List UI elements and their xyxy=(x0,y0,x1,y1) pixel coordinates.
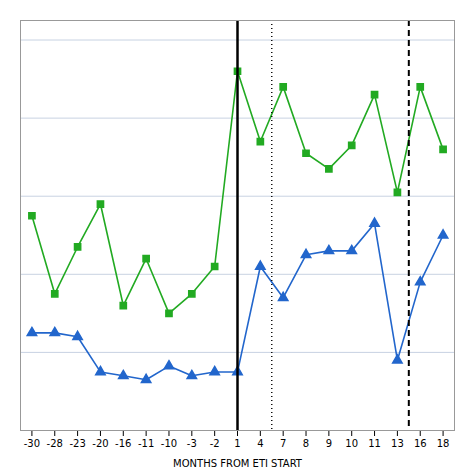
svg-text:18: 18 xyxy=(437,438,450,449)
svg-text:MONTHS FROM ETI START: MONTHS FROM ETI START xyxy=(173,458,303,469)
svg-text:11: 11 xyxy=(368,438,381,449)
svg-text:-16: -16 xyxy=(115,438,131,449)
svg-text:13: 13 xyxy=(391,438,404,449)
svg-text:-30: -30 xyxy=(24,438,40,449)
svg-text:8: 8 xyxy=(303,438,309,449)
svg-text:9: 9 xyxy=(326,438,332,449)
svg-text:16: 16 xyxy=(414,438,427,449)
svg-text:7: 7 xyxy=(280,438,286,449)
svg-text:4: 4 xyxy=(257,438,263,449)
svg-text:-28: -28 xyxy=(47,438,63,449)
svg-text:-11: -11 xyxy=(138,438,154,449)
svg-text:10: 10 xyxy=(345,438,358,449)
svg-text:1: 1 xyxy=(234,438,240,449)
svg-text:-23: -23 xyxy=(69,438,85,449)
svg-text:-20: -20 xyxy=(92,438,108,449)
svg-text:-3: -3 xyxy=(187,438,197,449)
svg-text:-2: -2 xyxy=(210,438,220,449)
svg-text:-10: -10 xyxy=(161,438,177,449)
